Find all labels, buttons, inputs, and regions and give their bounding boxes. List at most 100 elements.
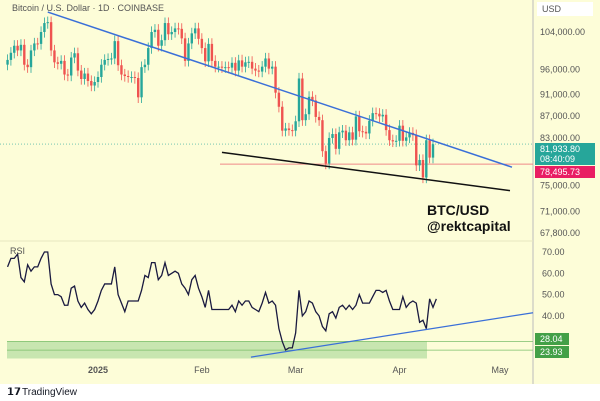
symbol-title: Bitcoin / U.S. Dollar · 1D · COINBASE	[12, 3, 164, 13]
candle-body	[49, 22, 53, 51]
rsi-value-badge	[535, 333, 569, 345]
candle-body	[86, 73, 90, 81]
candle-body	[398, 125, 401, 141]
candle-body	[193, 28, 197, 34]
candle-body	[227, 67, 230, 69]
candle-body	[207, 43, 210, 62]
candle-body	[190, 33, 193, 44]
candle-body	[311, 96, 314, 101]
candle-body	[334, 134, 338, 149]
rsi-value-label: 28.04	[540, 334, 563, 344]
price-tick-label: 87,000.00	[540, 111, 580, 121]
candle-body	[250, 61, 254, 69]
candle-body	[314, 100, 317, 117]
candle-body	[354, 116, 358, 140]
candle-body	[240, 60, 244, 67]
candle-body	[324, 151, 327, 164]
candle-body	[103, 59, 106, 65]
candle-body	[254, 68, 257, 71]
candle-body	[143, 64, 147, 68]
candle-body	[150, 32, 153, 49]
candle-body	[140, 67, 143, 98]
candle-body	[358, 116, 361, 132]
candle-body	[415, 135, 418, 166]
plot-background	[0, 0, 533, 384]
candle-body	[331, 134, 334, 138]
candle-body	[197, 28, 200, 39]
candle-body	[384, 114, 388, 131]
candle-body	[224, 67, 227, 69]
date-tick-label: Apr	[392, 365, 406, 375]
candle-body	[147, 48, 150, 65]
price-tick-label: 96,000.00	[540, 65, 580, 75]
candle-body	[234, 62, 237, 71]
support-trendline	[221, 151, 511, 192]
candle-body	[267, 58, 271, 69]
countdown-label: 08:40:09	[540, 154, 575, 164]
rsi-value-label: 23.93	[540, 347, 563, 357]
candle-body	[421, 159, 425, 178]
candle-body	[317, 116, 321, 121]
candle-body	[70, 57, 73, 76]
candle-body	[327, 137, 331, 164]
candle-body	[344, 130, 348, 141]
candle-body	[348, 132, 351, 141]
currency-label: USD	[542, 4, 562, 14]
candle-body	[80, 70, 83, 79]
candle-body	[116, 41, 120, 66]
rsi-tick-label: 50.00	[542, 290, 565, 300]
candle-body	[307, 96, 311, 115]
date-tick-label: Mar	[288, 365, 304, 375]
candle-body	[83, 73, 86, 79]
candle-body	[90, 80, 93, 86]
candle-body	[137, 77, 140, 98]
candle-body	[126, 76, 130, 78]
candle-body	[123, 74, 126, 77]
candle-body	[401, 125, 405, 141]
candle-body	[170, 32, 173, 35]
candle-body	[271, 66, 274, 69]
candle-body	[274, 66, 277, 93]
date-tick-label: 2025	[88, 365, 108, 375]
candle-body	[66, 74, 70, 76]
candle-body	[244, 62, 247, 67]
price-tick-label: 71,000.00	[540, 206, 580, 216]
rsi-tick-label: 40.00	[542, 311, 565, 321]
candle-body	[351, 132, 354, 140]
candle-body	[13, 45, 16, 53]
candle-body	[173, 28, 177, 32]
candle-body	[230, 62, 234, 68]
candle-body	[6, 59, 9, 65]
candle-body	[294, 121, 297, 131]
candle-body	[338, 132, 341, 149]
candle-body	[287, 128, 291, 131]
candle-body	[418, 159, 421, 166]
candle-body	[321, 120, 324, 152]
tradingview-logo[interactable]: 𝟭𝟳 TradingView	[7, 387, 78, 398]
price-tick-label: 104,000.00	[540, 27, 585, 37]
candle-body	[53, 50, 56, 63]
candle-body	[301, 78, 304, 121]
candle-body	[361, 131, 364, 133]
resistance-trendline	[47, 11, 513, 168]
candle-body	[374, 113, 378, 115]
candle-body	[153, 29, 157, 32]
candle-body	[177, 28, 180, 30]
price-axis[interactable]	[533, 0, 600, 384]
last-price-label: 81,933.80	[540, 144, 580, 154]
candle-body	[167, 23, 170, 35]
currency-box[interactable]	[537, 2, 593, 16]
tradingview-logo-icon: 𝟭𝟳	[7, 387, 21, 398]
candle-body	[388, 130, 391, 141]
candle-body	[56, 62, 59, 64]
candle-body	[297, 78, 301, 122]
candle-body	[204, 48, 207, 62]
candle-body	[378, 113, 381, 117]
candle-body	[405, 137, 408, 141]
candle-body	[16, 45, 19, 51]
candle-body	[281, 106, 284, 131]
candle-body	[59, 60, 63, 64]
candle-body	[364, 131, 368, 134]
